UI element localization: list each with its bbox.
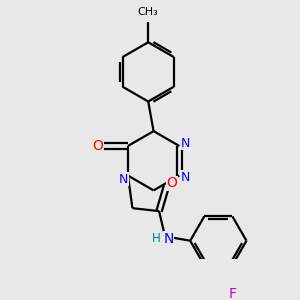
Text: O: O: [167, 176, 177, 190]
Text: N: N: [181, 137, 190, 150]
Text: O: O: [92, 139, 104, 153]
Text: N: N: [164, 232, 174, 246]
Text: H: H: [152, 232, 161, 244]
Text: N: N: [119, 173, 128, 186]
Text: N: N: [181, 171, 190, 184]
Text: CH₃: CH₃: [138, 7, 159, 17]
Text: F: F: [228, 286, 236, 300]
